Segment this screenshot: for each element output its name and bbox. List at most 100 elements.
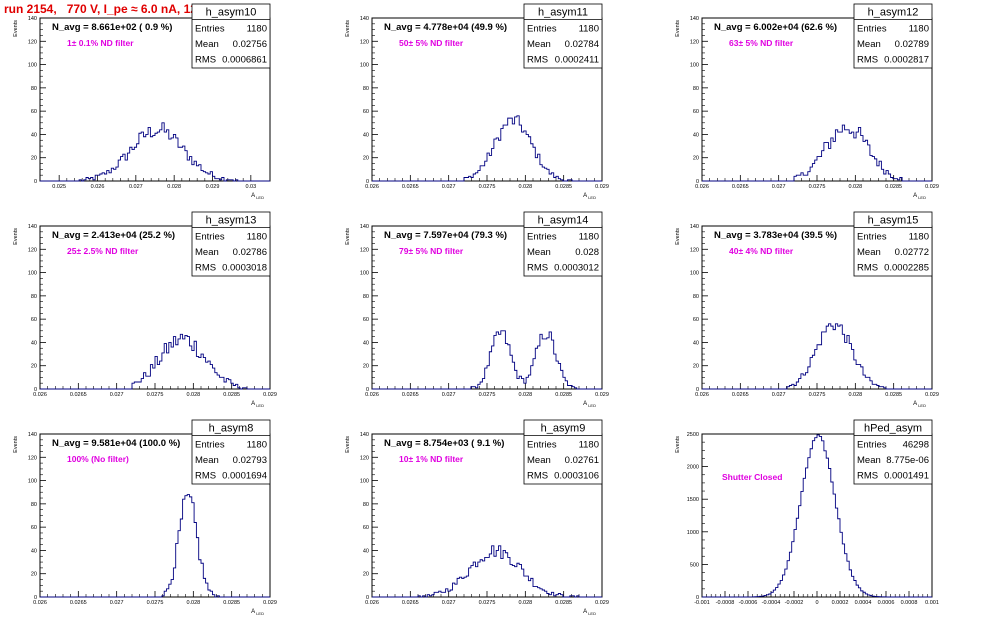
stats-label-mean: Mean — [857, 247, 881, 258]
histogram-line — [702, 323, 932, 390]
x-tick-label: -0.001 — [694, 600, 710, 606]
x-tick-label: 0.027 — [442, 392, 456, 398]
y-tick-label: 140 — [690, 16, 699, 22]
navg-label: N_avg = 8.754e+03 ( 9.1 %) — [384, 438, 504, 449]
x-tick-label: 0.029 — [595, 184, 609, 190]
stats-label-mean: Mean — [527, 247, 551, 258]
x-tick-label: 0.0285 — [885, 392, 902, 398]
y-tick-label: 80 — [363, 502, 369, 508]
navg-label: N_avg = 9.581e+04 (100.0 %) — [52, 438, 180, 449]
stats-label-rms: RMS — [857, 55, 878, 66]
y-tick-label: 100 — [360, 479, 369, 485]
y-tick-label: 0 — [366, 179, 369, 185]
navg-label: N_avg = 2.413e+04 (25.2 %) — [52, 230, 175, 241]
stats-value-rms: 0.0003012 — [554, 263, 599, 274]
y-tick-label: 100 — [690, 271, 699, 277]
y-axis-label: Events — [675, 228, 681, 245]
stats-value-entries: 1180 — [909, 232, 929, 243]
stats-value-entries: 1180 — [579, 232, 599, 243]
x-tick-label: 0.025 — [52, 184, 66, 190]
stats-box — [191, 419, 271, 485]
stats-value-entries: 1180 — [579, 440, 599, 451]
stats-title: h_asym13 — [206, 215, 257, 227]
x-tick-label: 0.0265 — [732, 184, 749, 190]
y-tick-label: 120 — [28, 455, 37, 461]
y-tick-label: 60 — [31, 317, 37, 323]
y-axis-label: Events — [345, 228, 351, 245]
histogram-panel-h_asym14: 0 20 40 60 80 100 120 140 Events 0.026 0.0265 0.027… — [345, 211, 609, 408]
x-tick-label: 0.0275 — [479, 184, 496, 190]
filter-annotation: 10± 1% ND filter — [399, 454, 464, 464]
y-tick-label: 80 — [31, 294, 37, 300]
x-tick-label: 0.029 — [925, 184, 939, 190]
y-tick-label: 20 — [363, 156, 369, 162]
x-tick-label: 0.027 — [772, 184, 786, 190]
stats-label-entries: Entries — [527, 24, 557, 35]
stats-value-mean: 8.775e-06 — [886, 455, 929, 466]
filter-annotation: 40± 4% ND filter — [729, 246, 794, 256]
stats-label-entries: Entries — [195, 24, 225, 35]
histogram-line — [702, 124, 932, 182]
histogram-line — [372, 115, 602, 182]
navg-label: N_avg = 7.597e+04 (79.3 %) — [384, 230, 507, 241]
stats-title: hPed_asym — [864, 423, 922, 435]
y-tick-label: 120 — [28, 247, 37, 253]
stats-label-rms: RMS — [195, 471, 216, 482]
stats-value-entries: 1180 — [909, 24, 929, 35]
navg-label: N_avg = 6.002e+04 (62.6 %) — [714, 22, 837, 33]
stats-value-rms: 0.0002411 — [555, 55, 599, 66]
stats-label-entries: Entries — [857, 232, 887, 243]
y-tick-label: 40 — [363, 548, 369, 554]
y-axis-label: Events — [13, 436, 19, 453]
y-tick-label: 20 — [31, 156, 37, 162]
stats-label-entries: Entries — [195, 440, 225, 451]
stats-label-entries: Entries — [195, 232, 225, 243]
histogram-panel-h_asym9: 0 20 40 60 80 100 120 140 Events 0.026 0.0265 0.027… — [345, 419, 609, 616]
stats-box — [853, 419, 933, 485]
stats-box — [523, 419, 603, 485]
x-axis-label: A LED — [913, 401, 926, 408]
histogram-line — [372, 545, 602, 598]
x-tick-label: 0.0285 — [223, 600, 240, 606]
stats-value-mean: 0.02784 — [565, 39, 599, 50]
y-tick-label: 40 — [31, 132, 37, 138]
x-axis-label: A LED — [583, 193, 596, 200]
x-tick-label: 0.0265 — [402, 600, 419, 606]
y-tick-label: 0 — [366, 387, 369, 393]
stats-box — [853, 211, 933, 277]
y-tick-label: 20 — [693, 364, 699, 370]
y-tick-label: 60 — [363, 317, 369, 323]
x-tick-label: 0.0275 — [479, 600, 496, 606]
stats-label-entries: Entries — [857, 440, 887, 451]
y-tick-label: 0 — [34, 595, 37, 601]
y-tick-label: 2500 — [687, 432, 699, 438]
y-tick-label: 120 — [360, 39, 369, 45]
x-axis-label: A LED — [251, 401, 264, 408]
histogram-line — [372, 330, 602, 390]
y-tick-label: 1000 — [687, 530, 699, 536]
y-tick-label: 0 — [696, 595, 699, 601]
histogram-panel-h_asym10: 0 20 40 60 80 100 120 140 Events 0.025 0.026 0.027 0… — [13, 3, 271, 200]
x-tick-label: 0.027 — [110, 600, 124, 606]
x-tick-label: 0.026 — [695, 392, 709, 398]
x-tick-label: 0.0275 — [809, 392, 826, 398]
x-tick-label: 0.0006 — [878, 600, 895, 606]
x-tick-label: 0.028 — [518, 392, 532, 398]
histogram-panel-h_asym13: 0 20 40 60 80 100 120 140 Events 0.026 0.0265 0.027… — [13, 211, 277, 408]
y-tick-label: 120 — [360, 247, 369, 253]
filter-annotation: 1± 0.1% ND filter — [67, 38, 134, 48]
navg-label: N_avg = 3.783e+04 (39.5 %) — [714, 230, 837, 241]
x-tick-label: 0.0004 — [855, 600, 872, 606]
stats-box — [523, 211, 603, 277]
y-tick-label: 80 — [693, 86, 699, 92]
y-tick-label: 140 — [360, 16, 369, 22]
y-tick-label: 80 — [363, 86, 369, 92]
filter-annotation: 25± 2.5% ND filter — [67, 246, 139, 256]
y-tick-label: 60 — [31, 109, 37, 115]
x-tick-label: -0.0002 — [785, 600, 804, 606]
filter-annotation: 63± 5% ND filter — [729, 38, 794, 48]
y-tick-label: 0 — [34, 387, 37, 393]
x-axis-label: A LED — [251, 609, 264, 616]
